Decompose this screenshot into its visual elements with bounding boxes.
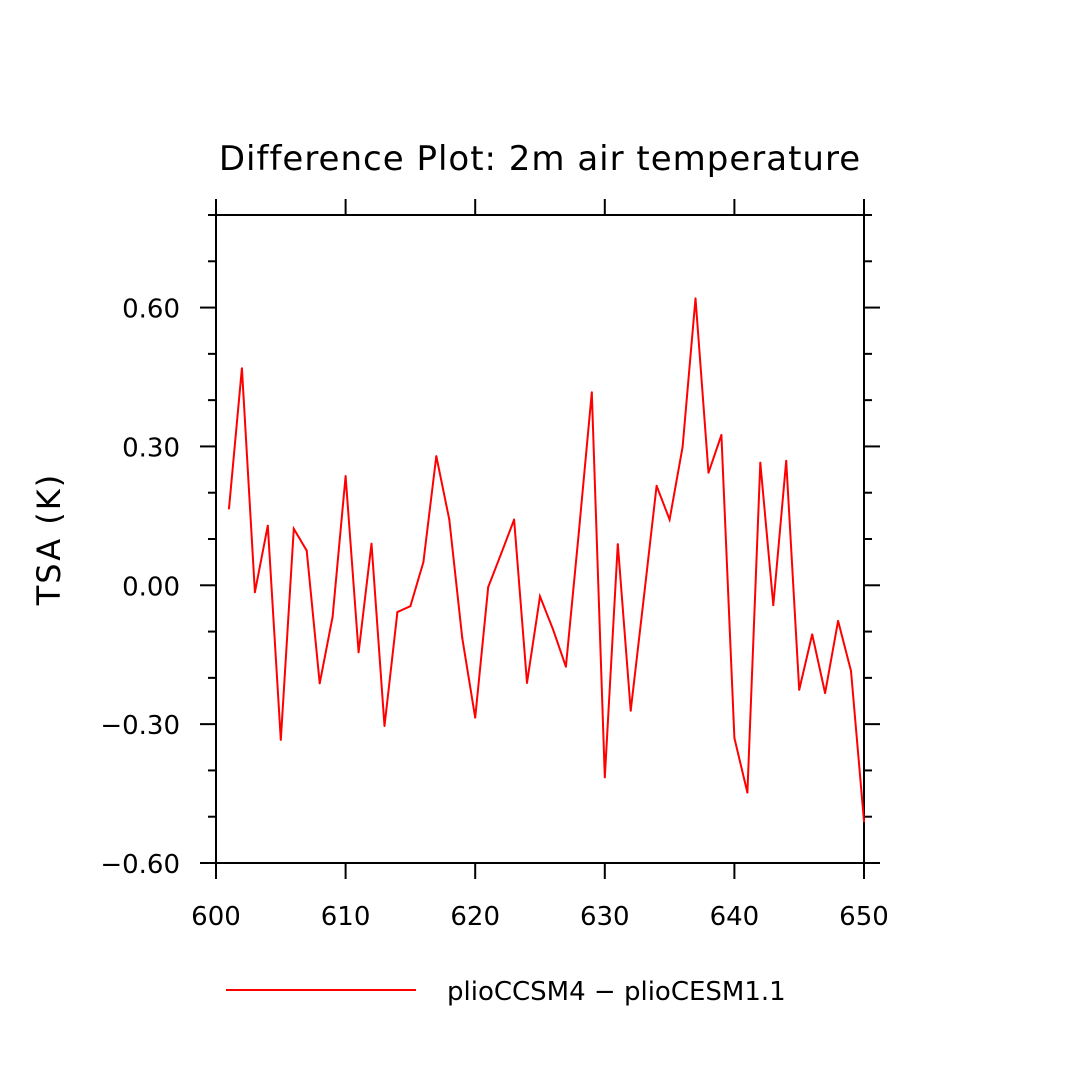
data-point (318, 682, 321, 685)
x-tick-label: 640 (710, 902, 760, 932)
data-point (331, 615, 334, 618)
data-point (448, 518, 451, 521)
data-point (500, 552, 503, 555)
data-point (785, 459, 788, 462)
data-point (422, 561, 425, 564)
data-point (266, 524, 269, 527)
data-point (357, 651, 360, 654)
data-point (694, 297, 697, 300)
data-point (227, 507, 230, 510)
data-point (655, 484, 658, 487)
chart-title: Difference Plot: 2m air temperature (219, 139, 861, 179)
legend-label: plioCCSM4 − plioCESM1.1 (447, 977, 786, 1007)
data-point (616, 543, 619, 546)
data-point (279, 738, 282, 741)
data-point (863, 820, 865, 823)
x-tick-label: 620 (450, 902, 500, 932)
data-point (409, 605, 412, 608)
data-point (603, 776, 606, 779)
y-tick-label: 0.00 (122, 572, 180, 602)
data-point (733, 737, 736, 740)
data-point (513, 518, 516, 521)
data-point (383, 724, 386, 727)
data-point (240, 367, 243, 370)
data-point (487, 586, 490, 589)
data-point (370, 542, 373, 545)
y-axis-label: TSA (K) (30, 473, 68, 606)
data-point (577, 530, 580, 533)
data-point (668, 518, 671, 521)
data-point (798, 688, 801, 691)
data-point (253, 591, 256, 594)
data-point (772, 604, 775, 607)
data-point (474, 716, 477, 719)
data-point (590, 391, 593, 394)
data-point (850, 669, 853, 672)
x-tick-label: 650 (839, 902, 889, 932)
series-line (228, 298, 865, 822)
y-tick-label: 0.30 (122, 433, 180, 463)
data-point (396, 611, 399, 614)
y-tick-label: 0.60 (122, 295, 180, 325)
x-tick-label: 600 (191, 902, 241, 932)
x-tick-labels: 600 610 620 630 640 650 (191, 902, 889, 932)
data-point (344, 475, 347, 478)
data-point (292, 527, 295, 530)
data-point (539, 595, 541, 598)
axis-ticks (200, 199, 880, 879)
data-point (305, 549, 308, 552)
data-point (629, 709, 632, 712)
data-point (564, 665, 567, 668)
y-tick-label: −0.30 (100, 711, 180, 741)
data-point (759, 461, 762, 464)
data-point (551, 628, 554, 631)
data-point (681, 445, 684, 448)
data-point (526, 681, 529, 684)
data-point (720, 433, 723, 436)
data-point (461, 636, 464, 639)
x-tick-label: 610 (321, 902, 371, 932)
data-point (707, 471, 710, 474)
series-points (227, 297, 865, 823)
data-point (435, 455, 438, 458)
data-point (811, 633, 814, 636)
data-point (642, 597, 645, 600)
y-tick-label: −0.60 (100, 850, 180, 880)
data-point (837, 619, 840, 622)
y-tick-labels: −0.60 −0.30 0.00 0.30 0.60 (100, 295, 180, 880)
data-point (746, 791, 749, 794)
x-tick-label: 630 (580, 902, 630, 932)
data-point (824, 692, 827, 695)
